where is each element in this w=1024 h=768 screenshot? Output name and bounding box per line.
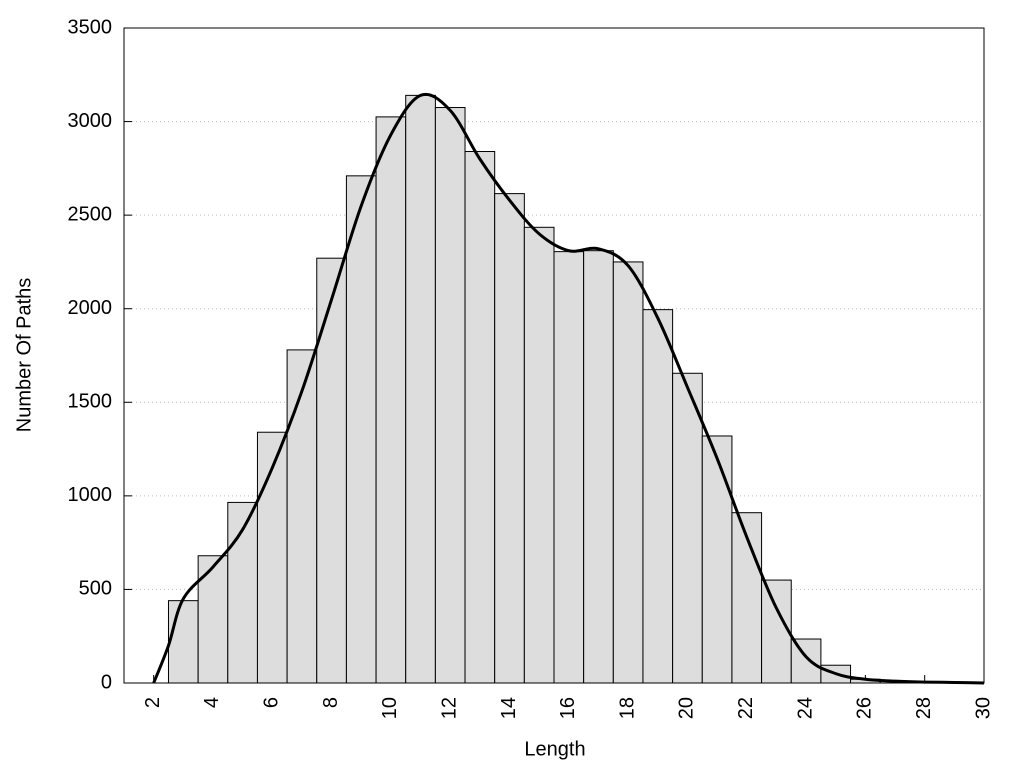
bar (227, 501, 258, 684)
x-tick-label: 4 (201, 697, 223, 708)
bar (197, 555, 229, 684)
bar (642, 309, 674, 684)
bar (612, 261, 644, 684)
bar (701, 435, 733, 684)
bar (375, 116, 407, 684)
x-tick-label: 12 (438, 697, 460, 719)
y-axis-label: Number Of Paths (13, 278, 35, 433)
y-tick-label: 1000 (68, 484, 113, 506)
y-tick-label: 2000 (68, 297, 113, 319)
bar (494, 193, 525, 684)
x-tick-label: 28 (913, 697, 935, 719)
x-tick-label: 6 (261, 697, 283, 708)
y-tick-label: 0 (101, 671, 112, 693)
bar (434, 107, 466, 684)
x-tick-label: 2 (142, 697, 164, 708)
bar (286, 349, 318, 684)
x-tick-label: 30 (972, 697, 994, 719)
y-tick-label: 3000 (68, 110, 113, 132)
y-tick-label: 2500 (68, 203, 113, 225)
x-tick-label: 10 (379, 697, 401, 719)
bar (523, 226, 555, 684)
x-tick-label: 22 (735, 697, 757, 719)
x-tick-label: 24 (794, 697, 816, 719)
bar (345, 175, 377, 684)
y-tick-label: 3500 (68, 16, 113, 38)
y-tick-label: 500 (79, 578, 112, 600)
x-tick-label: 20 (676, 697, 698, 719)
bar (761, 579, 792, 684)
x-tick-label: 18 (616, 697, 638, 719)
x-tick-label: 16 (557, 697, 579, 719)
density-line (152, 92, 985, 685)
x-tick-label: 8 (320, 697, 342, 708)
bar (405, 94, 436, 684)
bar (316, 257, 347, 684)
x-tick-label: 26 (854, 697, 876, 719)
x-tick-label: 14 (498, 697, 520, 719)
y-tick-label: 1500 (68, 391, 113, 413)
bar (167, 600, 199, 684)
plot-frame (123, 27, 985, 684)
x-axis-label: Length (524, 738, 585, 760)
bar (672, 372, 703, 684)
bar (464, 151, 496, 684)
bar (553, 251, 585, 684)
bar (583, 250, 614, 684)
